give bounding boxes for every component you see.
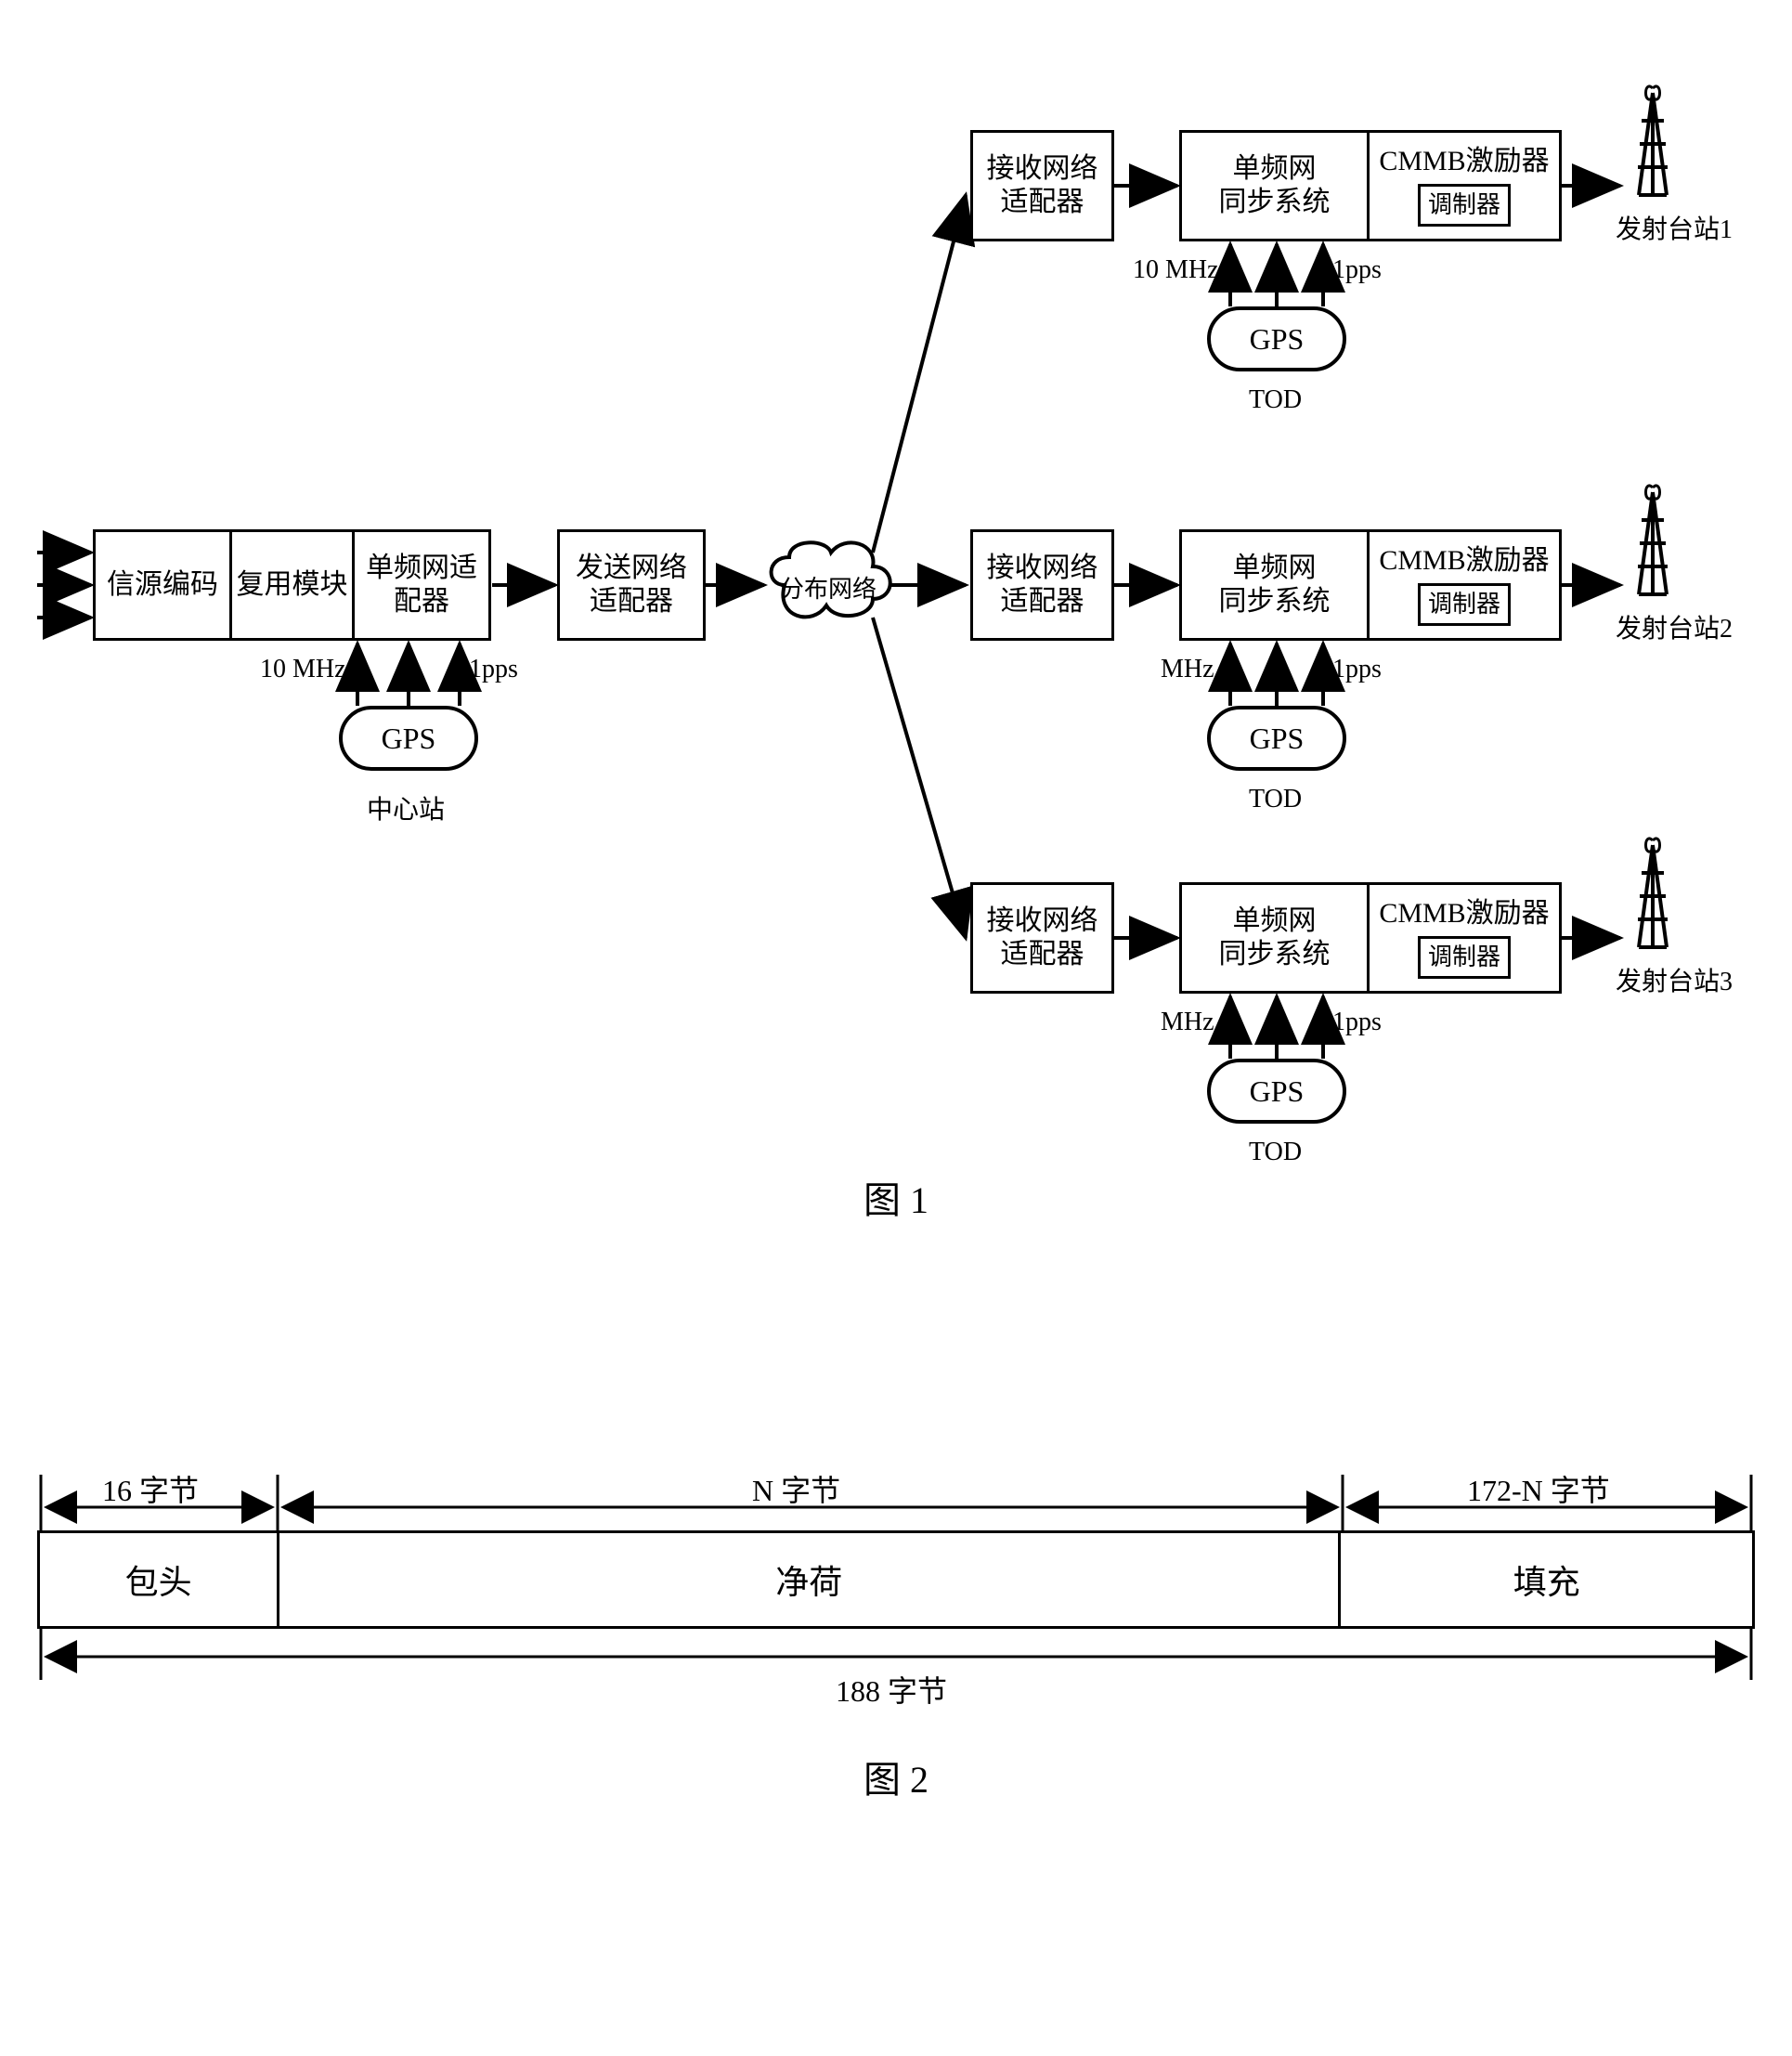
center-gps-label: GPS [382,722,436,756]
mux-box: 复用模块 [229,529,355,641]
center-gps-box: GPS [339,706,478,771]
fig1-caption: 图 1 [37,1170,1755,1224]
s2-tod: TOD [1249,785,1302,814]
cell-header: 包头 [40,1533,279,1626]
cell-padding: 填充 [1341,1533,1752,1626]
cmmb-2: CMMB激励器 调制器 [1367,529,1562,641]
dim-188: 188 字节 [836,1668,947,1711]
cell-payload: 净荷 [279,1533,1341,1626]
dim-16: 16 字节 [102,1467,199,1510]
sfn-sync-2: 单频网 同步系统 [1179,529,1370,641]
dist-network-label: 分布网络 [780,570,877,605]
center-10mhz-label: 10 MHz [260,655,346,684]
dim-172n: 172-N 字节 [1467,1467,1610,1510]
s1-1pps: 1pps [1332,255,1382,285]
s3-1pps: 1pps [1332,1008,1382,1037]
station-3-label: 发射台站3 [1616,961,1733,998]
source-encode-box: 信源编码 [93,529,232,641]
center-station-label: 中心站 [367,789,445,826]
tower-icon [1638,86,1668,195]
center-1pps-label: 1pps [469,655,518,684]
gps-1: GPS [1207,306,1346,371]
s2-1pps: 1pps [1332,655,1382,684]
sfn-sync-1: 单频网 同步系统 [1179,130,1370,241]
cmmb-3: CMMB激励器 调制器 [1367,882,1562,994]
cmmb-1: CMMB激励器 调制器 [1367,130,1562,241]
recv-adapter-2: 接收网络 适配器 [970,529,1114,641]
fig2-caption: 图 2 [37,1750,1755,1803]
recv-adapter-1: 接收网络 适配器 [970,130,1114,241]
gps-2: GPS [1207,706,1346,771]
s3-mhz: MHz [1161,1008,1214,1037]
send-adapter-label: 发送网络 适配器 [576,552,687,618]
s1-10mhz: 10 MHz [1133,255,1219,285]
send-adapter-box: 发送网络 适配器 [557,529,706,641]
modulator-2: 调制器 [1418,583,1511,625]
s2-mhz: MHz [1161,655,1214,684]
recv-adapter-3: 接收网络 适配器 [970,882,1114,994]
packet-table: 包头 净荷 填充 [37,1530,1755,1629]
sfn-adapter-label: 单频网适 配器 [366,552,477,618]
tower-icon [1638,839,1668,947]
fig2-bottom-dim: 188 字节 [37,1629,1755,1712]
mux-label: 复用模块 [237,568,348,602]
s3-tod: TOD [1249,1138,1302,1167]
sfn-sync-3: 单频网 同步系统 [1179,882,1370,994]
figure-2: 16 字节 N 字节 172-N 字节 包头 净荷 填充 188 字节 [37,1465,1755,1712]
s1-tod: TOD [1249,385,1302,415]
fig2-top-dims: 16 字节 N 字节 172-N 字节 [37,1465,1755,1530]
figure-1: 信源编码 复用模块 单频网适 配器 发送网络 适配器 GPS 10 MHz 1p… [37,37,1755,1152]
tower-icon [1638,486,1668,594]
dim-n: N 字节 [752,1467,840,1510]
modulator-1: 调制器 [1418,184,1511,226]
sfn-adapter-box: 单频网适 配器 [352,529,491,641]
source-encode-label: 信源编码 [107,568,218,602]
modulator-3: 调制器 [1418,936,1511,978]
gps-3: GPS [1207,1059,1346,1124]
station-2-label: 发射台站2 [1616,608,1733,645]
station-1-label: 发射台站1 [1616,209,1733,246]
